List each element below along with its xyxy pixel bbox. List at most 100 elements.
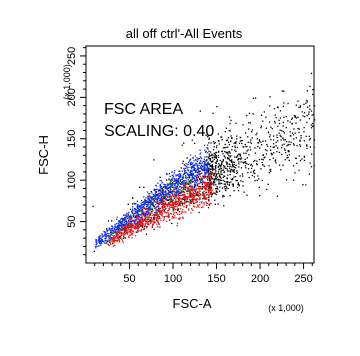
data-point — [231, 137, 233, 139]
data-point — [165, 204, 167, 206]
data-point — [165, 193, 167, 196]
data-point — [205, 134, 207, 136]
data-point — [211, 164, 213, 166]
data-point — [172, 209, 174, 211]
data-point — [113, 240, 115, 242]
data-point — [220, 177, 222, 179]
data-point — [156, 214, 158, 216]
data-point — [168, 187, 170, 190]
data-point — [237, 155, 239, 157]
y-tick-label: 100 — [66, 171, 78, 189]
data-point — [136, 224, 139, 226]
data-point — [142, 225, 144, 227]
data-point — [251, 129, 254, 131]
plot-frame — [85, 45, 315, 264]
data-point — [162, 189, 165, 191]
data-point — [191, 165, 193, 167]
data-point — [209, 154, 211, 157]
data-point — [207, 173, 210, 175]
data-point — [214, 165, 216, 167]
data-point — [306, 144, 308, 146]
data-point — [198, 174, 200, 176]
data-point — [127, 215, 129, 217]
data-point — [124, 226, 126, 228]
data-point — [178, 199, 180, 202]
data-point — [225, 185, 227, 187]
data-point — [270, 168, 272, 171]
data-point — [168, 208, 171, 211]
data-point — [172, 187, 174, 189]
data-point — [254, 180, 256, 182]
data-point — [234, 156, 236, 158]
data-point — [142, 212, 144, 214]
data-point — [209, 168, 211, 170]
data-point — [208, 170, 210, 172]
data-point — [212, 160, 214, 162]
data-point — [183, 185, 185, 187]
data-point — [312, 125, 314, 127]
data-point — [228, 130, 230, 132]
data-point — [135, 224, 137, 226]
data-point — [164, 184, 166, 186]
data-point — [169, 191, 172, 193]
data-point — [207, 184, 209, 186]
data-point — [199, 198, 201, 200]
data-point — [210, 168, 212, 171]
data-point — [235, 142, 237, 145]
data-point — [228, 183, 230, 186]
data-point — [202, 193, 204, 196]
data-point — [180, 193, 182, 195]
data-point — [183, 196, 185, 198]
data-point — [206, 164, 208, 166]
data-point — [173, 212, 175, 214]
data-point — [173, 178, 175, 181]
data-point — [221, 136, 223, 138]
data-point — [234, 141, 236, 144]
data-point — [118, 239, 121, 241]
data-point — [196, 174, 198, 176]
data-point — [195, 171, 197, 173]
data-point — [183, 167, 185, 170]
data-point — [214, 142, 216, 144]
data-point — [164, 191, 166, 193]
data-point — [166, 173, 168, 176]
data-point — [148, 219, 150, 222]
data-point — [221, 163, 223, 166]
data-point — [154, 214, 156, 216]
data-point — [211, 165, 214, 167]
data-point — [161, 214, 163, 216]
data-point — [200, 157, 203, 160]
data-point — [215, 190, 218, 192]
data-point — [194, 193, 196, 195]
data-point — [162, 191, 164, 193]
data-point — [154, 221, 156, 223]
data-point — [138, 205, 140, 208]
data-point — [199, 201, 201, 203]
data-point — [195, 192, 197, 194]
data-point — [161, 202, 163, 204]
data-point — [251, 165, 254, 167]
data-point — [158, 203, 160, 205]
data-point — [250, 131, 253, 133]
data-point — [206, 202, 208, 204]
data-point — [200, 181, 202, 184]
data-point — [159, 213, 161, 215]
data-point — [183, 179, 185, 182]
data-point — [175, 211, 177, 214]
data-point — [124, 224, 127, 226]
data-point — [208, 158, 210, 160]
data-point — [145, 208, 147, 211]
data-point — [125, 225, 128, 228]
data-point — [190, 188, 192, 190]
data-point — [158, 208, 160, 211]
data-point — [139, 216, 141, 218]
data-point — [116, 234, 119, 237]
data-point — [167, 194, 169, 196]
data-point — [258, 140, 261, 142]
data-point — [191, 171, 194, 173]
data-point — [238, 163, 240, 165]
data-point — [164, 208, 166, 210]
data-point — [232, 169, 235, 171]
data-point — [137, 204, 139, 206]
data-point — [172, 200, 174, 202]
